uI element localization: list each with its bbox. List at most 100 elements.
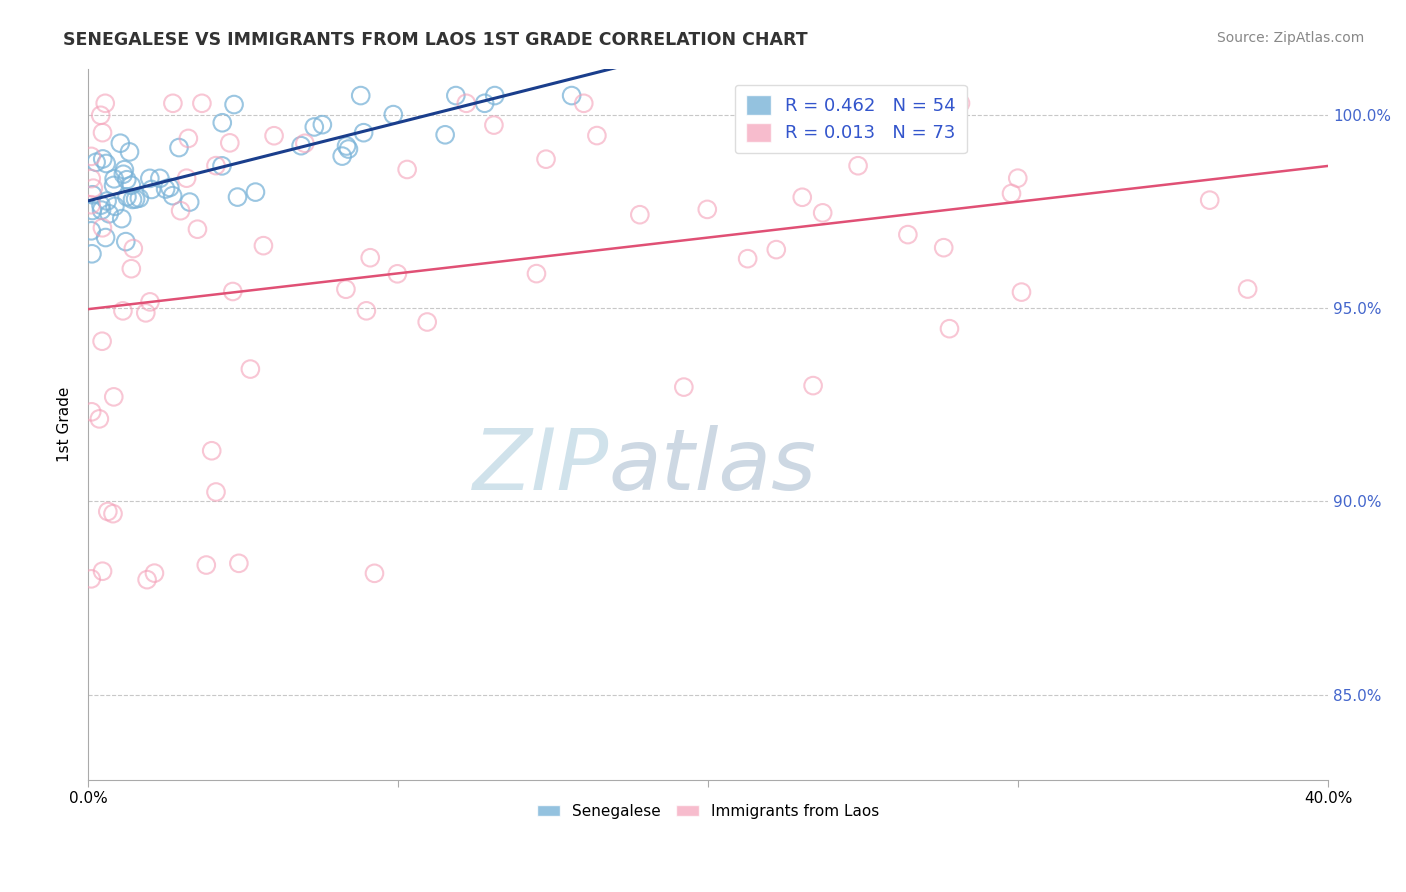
Point [94,230,117,244]
Point [169,203,191,218]
Point [121,193,143,207]
Point [792,190,814,204]
Y-axis label: 1st Grade: 1st Grade [58,386,72,462]
Point [228,557,250,571]
Point [765,243,787,257]
Point [98,207,121,221]
Point [155,182,177,196]
Point [103,171,125,186]
Point [96,194,118,208]
Point [396,162,419,177]
Point [191,96,214,111]
Point [211,159,233,173]
Point [311,118,333,132]
Point [932,241,955,255]
Point [111,304,134,318]
Text: Source: ZipAtlas.com: Source: ZipAtlas.com [1216,31,1364,45]
Point [363,566,385,581]
Point [482,118,505,132]
Point [82,203,104,218]
Point [205,159,228,173]
Point [139,171,162,186]
Point [162,96,184,111]
Legend: Senegalese, Immigrants from Laos: Senegalese, Immigrants from Laos [530,798,886,825]
Point [897,227,920,242]
Point [304,120,326,134]
Point [115,190,138,204]
Point [91,152,114,166]
Point [218,136,240,150]
Point [1236,282,1258,296]
Point [91,126,114,140]
Point [335,139,357,153]
Point [561,88,583,103]
Point [1198,193,1220,207]
Point [84,155,107,169]
Point [205,485,228,500]
Point [456,96,478,111]
Point [938,321,960,335]
Point [128,191,150,205]
Point [586,128,609,143]
Point [335,282,357,296]
Point [139,294,162,309]
Point [159,180,181,194]
Point [90,198,112,212]
Point [80,149,103,163]
Point [103,390,125,404]
Point [252,238,274,252]
Point [353,126,375,140]
Point [356,303,378,318]
Text: atlas: atlas [609,425,817,508]
Point [1000,186,1022,201]
Point [201,443,224,458]
Point [186,222,208,236]
Point [572,96,595,111]
Point [97,504,120,518]
Point [103,178,125,193]
Point [696,202,718,217]
Point [124,192,146,206]
Point [526,267,548,281]
Point [110,136,132,151]
Point [949,96,972,111]
Point [801,378,824,392]
Point [222,285,245,299]
Point [80,171,103,186]
Point [90,203,112,218]
Point [737,252,759,266]
Point [290,138,312,153]
Point [672,380,695,394]
Point [350,88,373,103]
Point [143,566,166,581]
Point [91,220,114,235]
Point [294,136,316,151]
Point [382,107,405,121]
Point [111,211,134,226]
Point [80,405,103,419]
Point [387,267,409,281]
Point [177,131,200,145]
Point [112,167,135,181]
Point [167,140,190,154]
Point [222,97,245,112]
Point [141,182,163,196]
Point [90,108,112,122]
Point [91,564,114,578]
Point [811,206,834,220]
Point [474,96,496,111]
Point [263,128,285,143]
Point [1011,285,1033,299]
Point [245,185,267,199]
Point [434,128,457,142]
Point [444,88,467,103]
Point [226,190,249,204]
Point [846,159,869,173]
Point [628,208,651,222]
Point [115,172,138,186]
Point [1007,171,1029,186]
Point [120,261,142,276]
Point [239,362,262,376]
Point [135,306,157,320]
Point [80,224,103,238]
